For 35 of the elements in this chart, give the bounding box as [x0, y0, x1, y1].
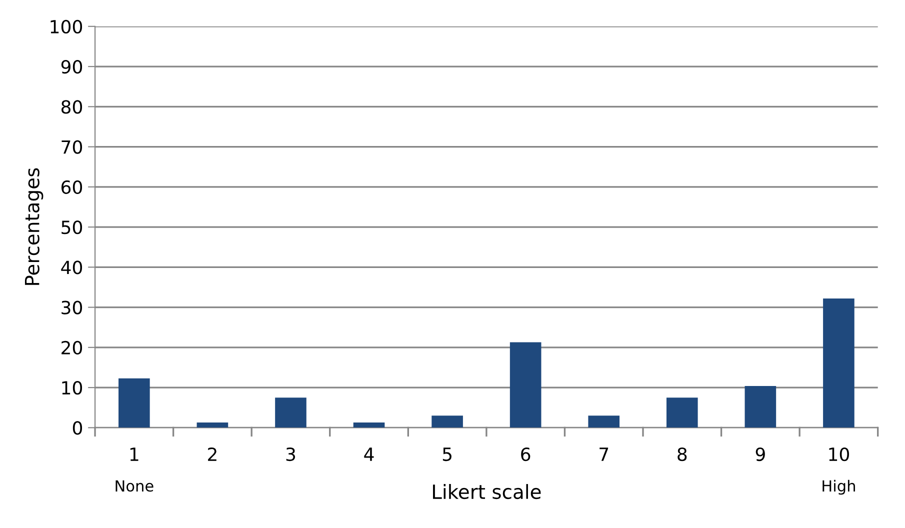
x-tick-label: 6: [521, 447, 530, 462]
y-tick-label: 40: [61, 260, 82, 274]
x-tick-label: 5: [442, 448, 452, 462]
bar: [196, 422, 228, 428]
y-tick-label: 60: [62, 180, 82, 194]
y-tick-label: 70: [62, 140, 82, 154]
x-tick-label: 10: [829, 447, 849, 462]
text: None: [116, 480, 154, 492]
bar: [432, 416, 463, 428]
bar: [353, 422, 385, 428]
text: High: [822, 480, 855, 495]
bar: [118, 378, 150, 428]
x-tick-label: 2: [208, 447, 216, 461]
y-axis-title: Percentages: [24, 168, 44, 285]
y-tick-label: 20: [62, 340, 82, 355]
y-tick-label: 0: [72, 421, 82, 435]
x-tick-label: 1: [130, 448, 138, 461]
x-tick-label: 9: [756, 447, 765, 462]
y-tick-label: 50: [62, 220, 82, 234]
y-tick-label: 100: [50, 20, 82, 34]
x-axis-title: Likert scale: [433, 484, 541, 500]
y-tick-label: 30: [62, 300, 82, 314]
y-tick-label: 10: [62, 381, 82, 395]
x-tick-label: 4: [364, 448, 374, 461]
bar: [588, 416, 620, 428]
y-tick-label: 90: [61, 60, 82, 74]
bar: [744, 386, 776, 428]
bar: [823, 298, 854, 428]
x-tick-label: 8: [678, 447, 687, 462]
x-tick-label: 7: [600, 448, 608, 461]
bar: [666, 398, 698, 428]
y-tick-label: 80: [61, 100, 82, 114]
bar: [275, 398, 306, 428]
x-tick-label: 3: [286, 447, 296, 462]
bar: [510, 342, 542, 428]
